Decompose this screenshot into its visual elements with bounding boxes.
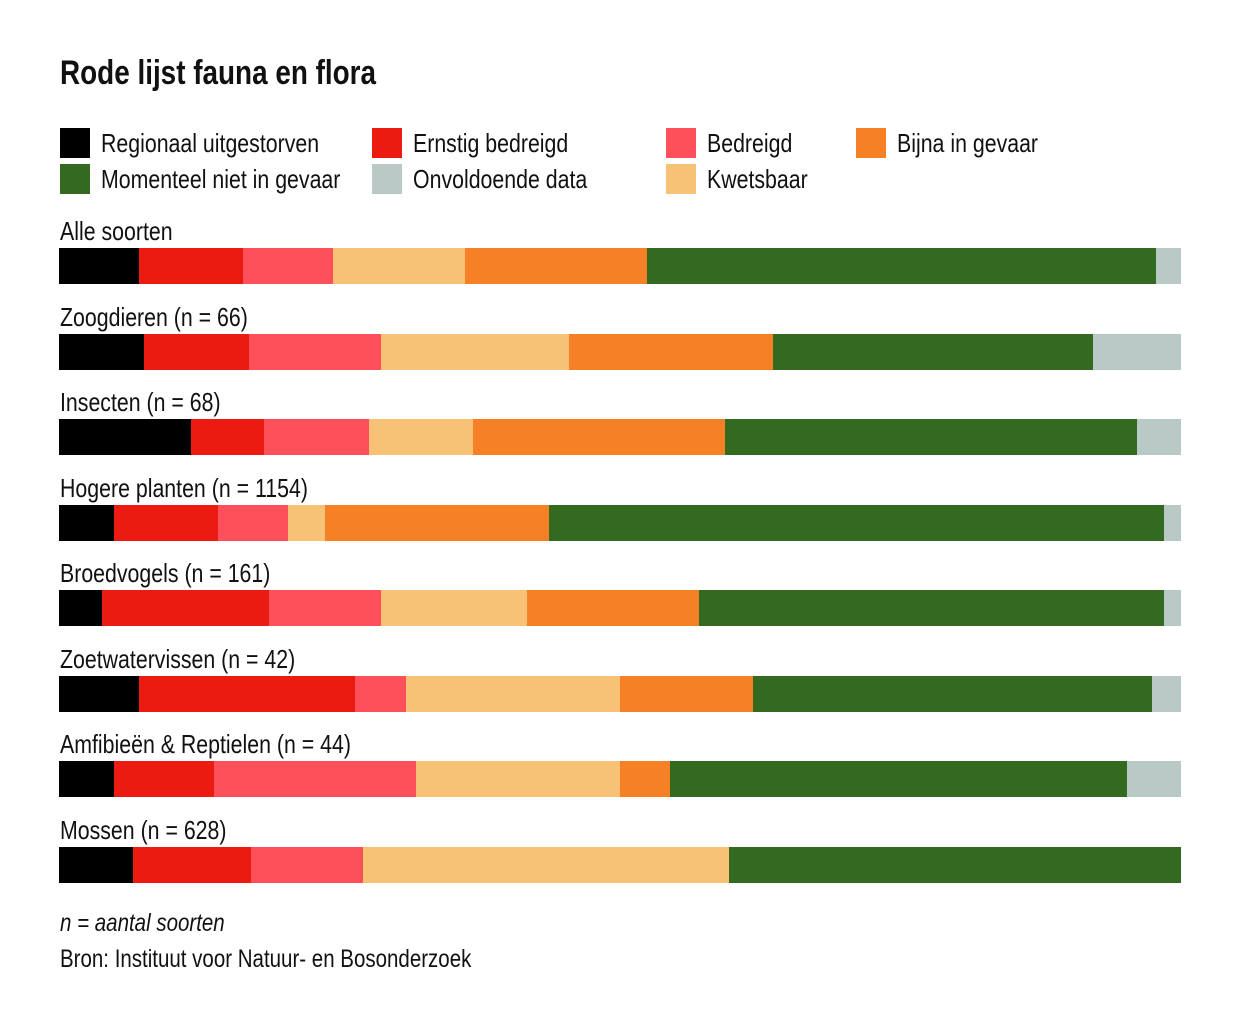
legend-label: Bedreigd	[707, 128, 793, 158]
bar-segment	[1164, 505, 1181, 541]
bar-segment	[133, 847, 251, 883]
bar-segment	[1137, 419, 1181, 455]
bar-segment	[363, 847, 729, 883]
bar-segment	[243, 248, 333, 284]
legend-swatch	[666, 164, 696, 194]
stacked-bar	[59, 761, 1181, 797]
row-label: Zoetwatervissen (n = 42)	[60, 644, 296, 674]
bar-segment	[1093, 334, 1181, 370]
bar-segment	[405, 676, 620, 712]
bar-segment	[619, 761, 671, 797]
bar-segment	[473, 419, 726, 455]
bar-segment	[415, 761, 620, 797]
bar-segment	[646, 248, 1157, 284]
stacked-bar	[59, 334, 1181, 370]
bar-segment	[324, 505, 550, 541]
row-label: Amfibieën & Reptielen (n = 44)	[60, 729, 351, 759]
legend-swatch	[60, 164, 90, 194]
row-label: Mossen (n = 628)	[60, 815, 227, 845]
bar-segment	[59, 334, 145, 370]
legend-swatch	[856, 128, 886, 158]
bar-segment	[138, 248, 243, 284]
stacked-bar	[59, 590, 1181, 626]
bar-segment	[59, 590, 102, 626]
bar-segment	[191, 419, 265, 455]
stacked-bar	[59, 847, 1181, 883]
bar-segment	[526, 590, 699, 626]
bar-segment	[465, 248, 647, 284]
bar-segment	[268, 590, 381, 626]
stacked-bar	[59, 419, 1181, 455]
legend: Regionaal uitgestorven Ernstig bedreigd Be…	[0, 0, 1240, 200]
row-label: Insecten (n = 68)	[60, 387, 221, 417]
bar-segment	[59, 676, 139, 712]
bar-segment	[380, 590, 527, 626]
bar-segment	[332, 248, 466, 284]
bar-segment	[1156, 248, 1181, 284]
legend-swatch	[372, 164, 402, 194]
bar-segment	[113, 761, 214, 797]
bar-segment	[138, 676, 356, 712]
bar-segment	[569, 334, 773, 370]
bar-segment	[287, 505, 325, 541]
bar-segment	[698, 590, 1165, 626]
legend-label: Ernstig bedreigd	[413, 128, 569, 158]
bar-segment	[728, 847, 1181, 883]
bar-segment	[753, 676, 1152, 712]
legend-swatch	[60, 128, 90, 158]
row-label: Hogere planten (n = 1154)	[60, 473, 308, 503]
legend-swatch	[372, 128, 402, 158]
legend-swatch	[666, 128, 696, 158]
source-note: Bron: Instituut voor Natuur- en Bosonder…	[60, 945, 472, 973]
bar-segment	[59, 419, 192, 455]
bar-segment	[59, 761, 114, 797]
bar-segment	[1151, 676, 1181, 712]
chart-title: Rode lijst fauna en flora	[60, 54, 377, 92]
bar-segment	[264, 419, 369, 455]
bar-segment	[218, 505, 288, 541]
legend-label: Momenteel niet in gevaar	[101, 164, 341, 194]
bar-segment	[1127, 761, 1181, 797]
legend-label: Bijna in gevaar	[897, 128, 1039, 158]
legend-label: Onvoldoende data	[413, 164, 588, 194]
bar-segment	[59, 847, 134, 883]
bar-segment	[101, 590, 269, 626]
row-label: Zoogdieren (n = 66)	[60, 302, 248, 332]
stacked-bar	[59, 505, 1181, 541]
bar-segment	[619, 676, 754, 712]
bar-segment	[725, 419, 1138, 455]
bar-segment	[381, 334, 570, 370]
footnote: n = aantal soorten	[60, 909, 225, 937]
legend-label: Regionaal uitgestorven	[101, 128, 320, 158]
bar-segment	[368, 419, 473, 455]
bar-segment	[144, 334, 249, 370]
bar-segment	[772, 334, 1094, 370]
bar-segment	[113, 505, 219, 541]
row-label: Alle soorten	[60, 216, 173, 246]
bar-segment	[1164, 590, 1181, 626]
bar-segment	[250, 847, 364, 883]
bar-segment	[59, 505, 114, 541]
bar-segment	[355, 676, 406, 712]
stacked-bar	[59, 676, 1181, 712]
stacked-bar	[59, 248, 1181, 284]
row-label: Broedvogels (n = 161)	[60, 558, 271, 588]
bar-segment	[59, 248, 139, 284]
bar-segment	[213, 761, 416, 797]
legend-label: Kwetsbaar	[707, 164, 808, 194]
bar-segment	[670, 761, 1128, 797]
bar-segment	[549, 505, 1165, 541]
bar-segment	[248, 334, 381, 370]
